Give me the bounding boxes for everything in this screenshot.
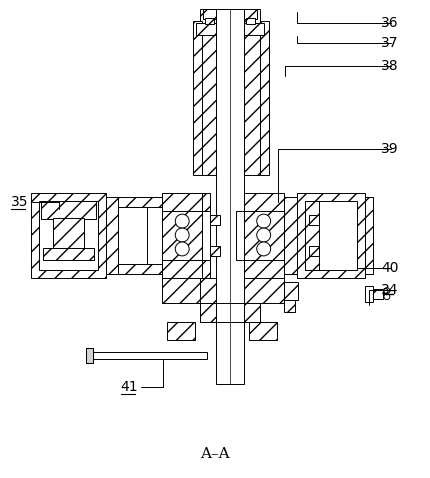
- Bar: [216, 303, 244, 323]
- Bar: [41, 201, 96, 219]
- Text: 37: 37: [381, 36, 399, 50]
- Bar: [86, 348, 93, 363]
- Circle shape: [257, 228, 270, 242]
- Bar: [118, 207, 147, 264]
- Bar: [200, 278, 216, 303]
- Bar: [244, 278, 283, 303]
- Bar: [365, 286, 373, 302]
- Bar: [283, 282, 298, 300]
- Bar: [163, 211, 202, 260]
- Circle shape: [175, 214, 189, 228]
- Text: 40: 40: [381, 261, 399, 275]
- Bar: [163, 278, 202, 303]
- Bar: [236, 193, 244, 211]
- Bar: [193, 22, 202, 175]
- Circle shape: [175, 228, 189, 242]
- Bar: [246, 19, 255, 24]
- Bar: [310, 246, 319, 256]
- Circle shape: [384, 293, 390, 300]
- Bar: [283, 197, 298, 274]
- Bar: [167, 323, 195, 340]
- Bar: [244, 260, 283, 278]
- Bar: [202, 260, 210, 278]
- Circle shape: [257, 242, 270, 256]
- Bar: [210, 246, 220, 256]
- Text: 36: 36: [381, 16, 399, 31]
- Bar: [236, 260, 244, 278]
- Bar: [39, 201, 98, 270]
- Bar: [203, 10, 216, 20]
- Bar: [86, 352, 207, 359]
- Bar: [244, 193, 283, 211]
- Bar: [31, 193, 106, 278]
- Bar: [43, 248, 94, 260]
- Bar: [202, 193, 210, 211]
- Bar: [236, 211, 244, 260]
- Text: 35: 35: [11, 195, 29, 209]
- Circle shape: [175, 242, 189, 256]
- Bar: [53, 218, 84, 248]
- Bar: [283, 300, 295, 312]
- Bar: [200, 303, 260, 323]
- Text: 34: 34: [381, 282, 399, 297]
- Bar: [305, 201, 319, 270]
- Bar: [365, 197, 373, 274]
- Bar: [210, 215, 220, 225]
- Bar: [200, 10, 216, 175]
- Circle shape: [257, 214, 270, 228]
- Bar: [118, 264, 167, 274]
- Bar: [244, 10, 260, 175]
- Bar: [202, 211, 210, 260]
- Bar: [249, 323, 276, 340]
- Bar: [244, 211, 283, 260]
- Text: A–A: A–A: [200, 446, 230, 461]
- Text: 38: 38: [381, 59, 399, 73]
- Bar: [163, 260, 202, 278]
- Text: 41: 41: [120, 380, 138, 394]
- Bar: [298, 193, 365, 278]
- Circle shape: [384, 288, 390, 293]
- Bar: [244, 10, 257, 20]
- Bar: [373, 289, 383, 299]
- Bar: [163, 193, 202, 211]
- Bar: [118, 197, 167, 207]
- Bar: [305, 201, 357, 270]
- Text: 39: 39: [381, 141, 399, 155]
- Bar: [205, 19, 214, 24]
- Bar: [216, 10, 244, 384]
- Bar: [260, 22, 269, 175]
- Bar: [106, 197, 118, 274]
- Bar: [196, 23, 216, 35]
- Bar: [310, 215, 319, 225]
- Bar: [244, 23, 264, 35]
- Bar: [244, 278, 260, 303]
